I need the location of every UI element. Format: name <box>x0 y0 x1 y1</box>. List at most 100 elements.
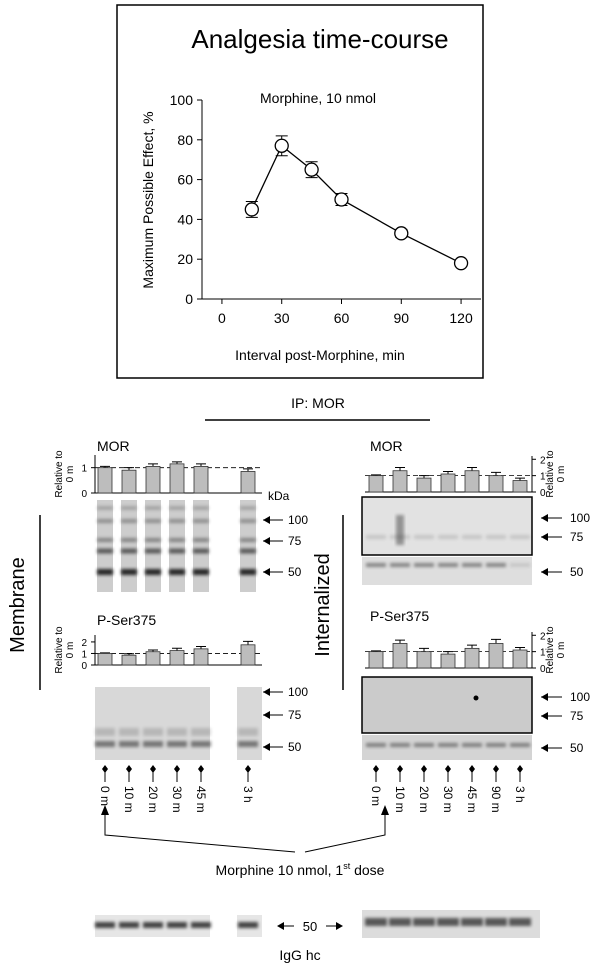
blot-band <box>193 538 209 542</box>
x-axis-label: Interval post-Morphine, min <box>235 347 405 363</box>
section-label: Membrane <box>7 557 29 653</box>
blot-band <box>486 743 506 747</box>
blot-band <box>145 548 161 554</box>
bar <box>121 654 137 666</box>
lane-label: 30 m <box>170 786 184 813</box>
y-axis-label: Relative to 0 m <box>54 626 76 674</box>
blot-band <box>97 519 113 523</box>
blot-band <box>145 569 161 575</box>
y-tick-label: 0 <box>81 661 87 672</box>
error-bar <box>515 477 525 481</box>
y-axis-label: Relative to 0 m <box>545 450 567 498</box>
bar <box>368 475 384 493</box>
dose-rest: dose <box>350 862 384 878</box>
marker-label: 50 <box>288 565 302 579</box>
y-axis-label: Relative to 0 m <box>54 450 76 498</box>
bar <box>464 470 480 493</box>
blot <box>361 676 533 734</box>
x-tick-label: 120 <box>449 310 473 326</box>
data-line <box>251 144 462 264</box>
y-tick-label: 2 <box>540 455 546 466</box>
blot-band <box>121 506 137 510</box>
error-bar <box>491 471 501 476</box>
blot-band <box>366 535 386 539</box>
y-tick-label: 0 <box>185 291 193 307</box>
blot-band <box>145 506 161 510</box>
marker-label: 100 <box>570 511 590 525</box>
blot-band <box>97 569 113 575</box>
blot-lane <box>145 500 161 592</box>
bar <box>145 465 161 494</box>
blot-band <box>240 506 256 510</box>
blot-band <box>167 922 187 928</box>
kda-label: kDa <box>268 489 290 503</box>
blot-band <box>462 535 482 539</box>
y-axis-label: Maximum Possible Effect, % <box>140 111 156 288</box>
blot-band <box>240 538 256 542</box>
dose-text: Morphine 10 nmol, 1 <box>216 862 344 878</box>
blot-band <box>167 741 187 747</box>
blot-lane <box>240 500 256 592</box>
blot-band <box>461 918 483 926</box>
error-bar <box>243 640 253 645</box>
blot-band <box>169 519 185 523</box>
arrowhead <box>541 712 548 720</box>
blot-band <box>119 922 139 928</box>
blot-band <box>121 538 137 542</box>
y-tick-label: 60 <box>177 172 193 188</box>
blot-band <box>193 548 209 554</box>
ip-label: IP: MOR <box>291 395 345 411</box>
bar <box>392 643 408 669</box>
bar <box>193 648 209 666</box>
marker-label: 50 <box>288 740 302 754</box>
bar <box>440 473 456 493</box>
blot-band <box>169 548 185 554</box>
blot-band <box>193 569 209 575</box>
bar <box>512 649 528 669</box>
blot <box>362 557 532 585</box>
bar <box>97 653 113 666</box>
arrowhead <box>541 693 548 701</box>
marker-label: 75 <box>570 530 584 544</box>
igg-label: IgG hc <box>279 947 320 963</box>
marker-label: 100 <box>288 685 308 699</box>
x-tick-label: 90 <box>393 310 409 326</box>
blot-lane <box>169 500 185 592</box>
blot-band <box>95 741 115 747</box>
blot-band <box>396 515 404 545</box>
arrowhead <box>263 537 270 545</box>
panel-title: MOR <box>97 438 130 454</box>
data-point <box>334 192 349 207</box>
arrowhead <box>263 711 270 719</box>
lane-label: 45 m <box>194 786 208 813</box>
blot-band <box>169 569 185 575</box>
error-bar <box>124 467 134 471</box>
arrowhead <box>336 922 343 930</box>
blot-band <box>238 728 258 736</box>
arrowhead <box>541 533 548 541</box>
lane-label: 20 m <box>417 786 431 813</box>
bar <box>145 651 161 666</box>
blot-band <box>240 548 256 554</box>
y-tick-label: 80 <box>177 132 193 148</box>
arrowhead <box>101 805 109 815</box>
y-tick-label: 0 <box>540 488 546 499</box>
arrowhead <box>541 514 548 522</box>
y-tick-label: 1 <box>81 649 87 660</box>
blot-band <box>238 922 258 928</box>
arrowhead <box>541 744 548 752</box>
y-tick-label: 100 <box>170 92 194 108</box>
lane-label: 3 h <box>513 786 527 803</box>
lane-label: 30 m <box>441 786 455 813</box>
blot-band <box>413 918 435 926</box>
bar <box>488 643 504 669</box>
bar <box>97 467 113 494</box>
lane-label: 0 m <box>98 786 112 806</box>
error-bar <box>419 475 429 479</box>
blot-band <box>240 519 256 523</box>
blot-band <box>121 548 137 554</box>
blot <box>95 687 210 760</box>
error-bar <box>395 639 405 644</box>
